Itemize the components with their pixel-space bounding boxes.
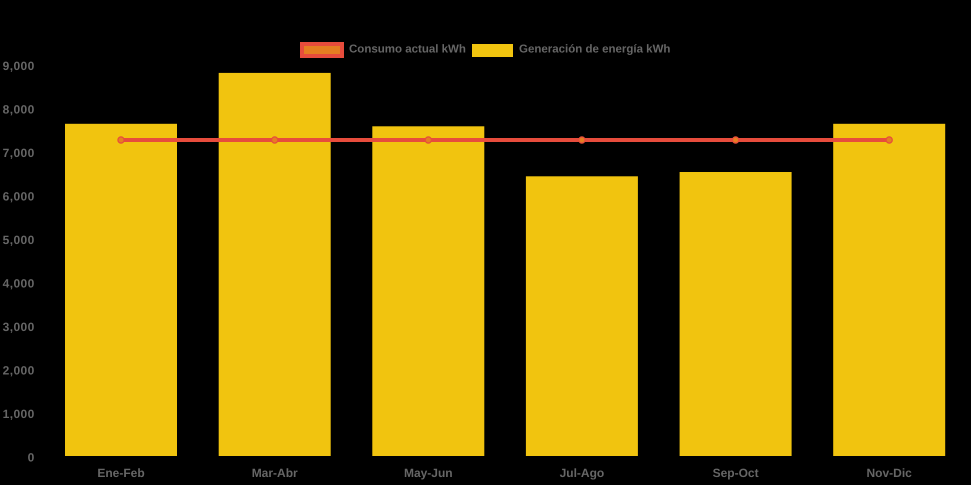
svg-text:6,000: 6,000 <box>3 190 35 204</box>
svg-text:9,000: 9,000 <box>3 59 35 73</box>
svg-text:Sep-Oct: Sep-Oct <box>713 466 759 480</box>
svg-text:4,000: 4,000 <box>3 277 35 291</box>
svg-text:2,000: 2,000 <box>3 363 35 377</box>
svg-text:Nov-Dic: Nov-Dic <box>867 466 913 480</box>
svg-text:3,000: 3,000 <box>3 320 35 334</box>
svg-text:7,000: 7,000 <box>3 146 35 160</box>
svg-text:May-Jun: May-Jun <box>404 466 453 480</box>
svg-text:Generación de energía kWh: Generación de energía kWh <box>519 44 670 56</box>
svg-text:Jul-Ago: Jul-Ago <box>560 466 605 480</box>
svg-text:1,000: 1,000 <box>3 407 35 421</box>
svg-text:0: 0 <box>28 450 35 464</box>
svg-text:Ene-Feb: Ene-Feb <box>97 466 144 480</box>
svg-text:Mar-Abr: Mar-Abr <box>252 466 298 480</box>
svg-text:8,000: 8,000 <box>3 103 35 117</box>
svg-text:5,000: 5,000 <box>3 233 35 247</box>
svg-text:Consumo actual kWh: Consumo actual kWh <box>349 44 466 56</box>
